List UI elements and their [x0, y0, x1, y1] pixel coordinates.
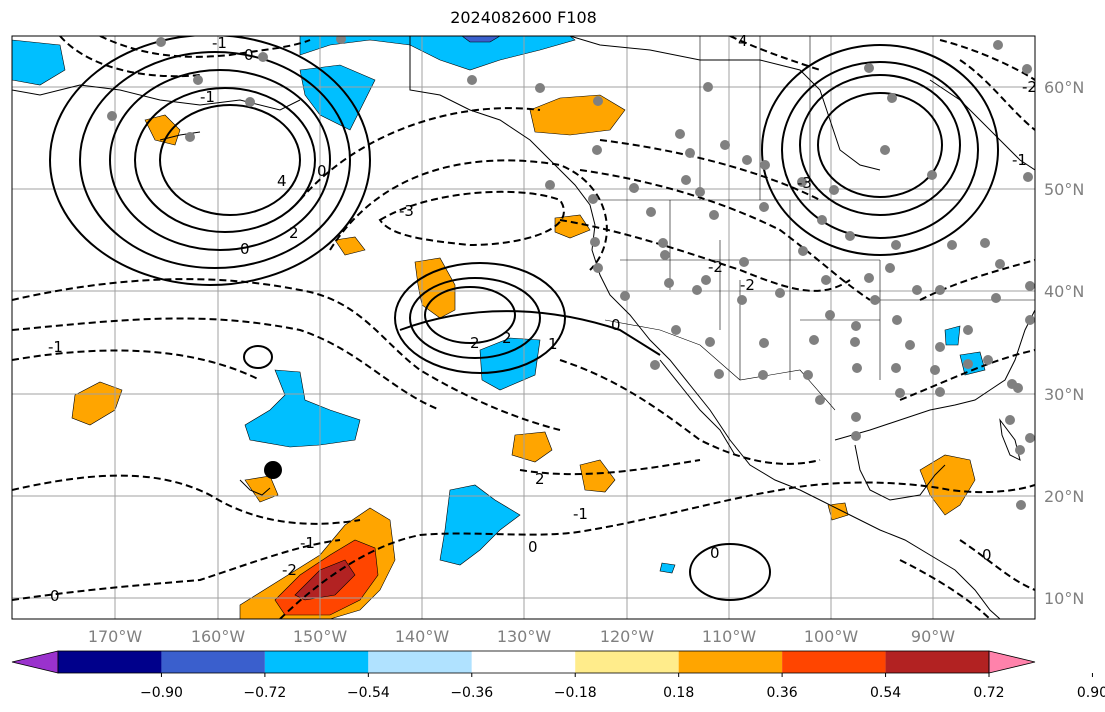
colorbar-segment — [58, 651, 162, 673]
solid-contours — [49, 36, 999, 601]
contour-label: -2 — [282, 561, 297, 579]
negative-region — [659, 562, 676, 574]
political-borders — [600, 36, 1035, 411]
lon-label: 110°W — [702, 627, 757, 646]
contour-label: -3 — [399, 202, 414, 220]
contour-label: 0 — [982, 546, 992, 564]
negative-region — [299, 36, 576, 71]
negative-region — [461, 36, 501, 43]
colorbar-tick-label: −0.18 — [554, 685, 597, 701]
station-marker — [264, 461, 282, 479]
lat-label: 40°N — [1044, 282, 1084, 301]
colorbar: −0.90 −0.72 −0.54 −0.36 −0.18 0.18 0.36 0.54 0.7… — [11, 650, 1105, 701]
dashed-contours — [12, 36, 1035, 619]
colorbar-tick-label: 0.54 — [870, 685, 901, 701]
lat-label: 10°N — [1044, 589, 1084, 608]
negative-region — [439, 484, 521, 566]
lat-label: 50°N — [1044, 180, 1084, 199]
contour-label: 0 — [317, 162, 327, 180]
contour-label: -1 — [1012, 151, 1027, 169]
colorbar-segment — [782, 651, 886, 673]
lat-label: 20°N — [1044, 487, 1084, 506]
negative-region — [944, 325, 961, 346]
coastlines — [12, 36, 1035, 619]
colorbar-segment — [264, 651, 369, 673]
contour-label: 0 — [611, 316, 621, 334]
colorbar-tick-label: −0.36 — [450, 685, 493, 701]
contour-label: 2 — [470, 334, 480, 352]
negative-region — [12, 39, 66, 86]
lat-label: 30°N — [1044, 385, 1084, 404]
colorbar-segment — [678, 651, 783, 673]
colorbar-tick-label: −0.90 — [140, 685, 183, 701]
lon-label: 130°W — [497, 627, 552, 646]
map-frame — [11, 35, 1036, 620]
colorbar-tick-label: 0.90 — [1077, 685, 1105, 701]
colorbar-frame — [57, 650, 990, 674]
colorbar-tick-label: 0.18 — [663, 685, 694, 701]
colorbar-tick-label: 0.72 — [973, 685, 1004, 701]
contour-label: -2 — [740, 276, 755, 294]
lon-label: 150°W — [293, 627, 348, 646]
positive-region — [511, 431, 553, 463]
contour-label: 0 — [244, 46, 254, 64]
positive-region — [579, 459, 616, 493]
colorbar-segment — [161, 651, 265, 673]
colorbar-segment — [575, 651, 679, 673]
colorbar-tick-label: −0.54 — [347, 685, 390, 701]
negative-region — [479, 337, 541, 391]
contour-label: 4 — [738, 32, 748, 50]
station-dots — [107, 36, 1035, 510]
colorbar-segment — [885, 651, 989, 673]
contour-label: 4 — [277, 172, 287, 190]
colorbar-tick-label: 0.36 — [767, 685, 798, 701]
contour-label: 0 — [50, 587, 60, 605]
lon-label: 100°W — [804, 627, 859, 646]
lon-label: 140°W — [395, 627, 450, 646]
contour-label: 0 — [240, 240, 250, 258]
negative-region — [299, 64, 376, 131]
colorbar-extension-right — [988, 650, 1036, 674]
colorbar-segment — [471, 651, 576, 673]
shaded-regions — [12, 36, 986, 619]
lat-label: 60°N — [1044, 78, 1084, 97]
colorbar-segment — [368, 651, 472, 673]
contour-label: -1 — [48, 338, 63, 356]
contour-label: -3 — [797, 174, 812, 192]
positive-region — [529, 94, 626, 136]
contour-label: 0 — [710, 544, 720, 562]
contour-label: 2 — [289, 224, 299, 242]
latitude-labels: 60°N 50°N 40°N 30°N 20°N 10°N — [1044, 78, 1084, 608]
positive-region — [414, 257, 456, 319]
contour-labels: -1 0 -1 0 4 2 0 -3 -2 2 2 1 0 -2 2 -1 -1… — [48, 32, 1037, 605]
contour-label: -1 — [200, 88, 215, 106]
contour-label: -2 — [1022, 78, 1037, 96]
contour-label: -1 — [573, 505, 588, 523]
longitude-labels: 170°W 160°W 150°W 140°W 130°W 120°W 110°… — [88, 627, 955, 646]
lon-label: 160°W — [191, 627, 246, 646]
lon-label: 90°W — [911, 627, 955, 646]
contour-label: 2 — [535, 470, 545, 488]
contour-label: -2 — [708, 258, 723, 276]
contour-label: 0 — [528, 538, 538, 556]
contour-label: 2 — [502, 329, 512, 347]
contour-label: -1 — [212, 34, 227, 52]
contour-label: 1 — [548, 335, 558, 353]
colorbar-tick-label: −0.72 — [243, 685, 286, 701]
contour-label: -1 — [300, 534, 315, 552]
lon-label: 170°W — [88, 627, 143, 646]
colorbar-extension-left — [11, 650, 59, 674]
positive-region — [334, 236, 366, 256]
map-title: 2024082600 F108 — [450, 8, 597, 27]
lon-label: 120°W — [600, 627, 655, 646]
